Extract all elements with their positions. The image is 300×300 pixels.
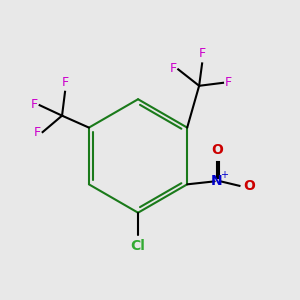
Text: F: F [169, 62, 177, 75]
Text: F: F [199, 47, 206, 60]
Text: +: + [220, 170, 228, 180]
Text: F: F [224, 76, 232, 89]
Text: F: F [31, 98, 38, 111]
Text: N: N [211, 174, 223, 188]
Text: O: O [243, 179, 255, 193]
Text: F: F [34, 126, 41, 139]
Text: -: - [247, 182, 251, 195]
Text: O: O [211, 142, 223, 157]
Text: F: F [61, 76, 69, 89]
Text: Cl: Cl [130, 239, 146, 253]
